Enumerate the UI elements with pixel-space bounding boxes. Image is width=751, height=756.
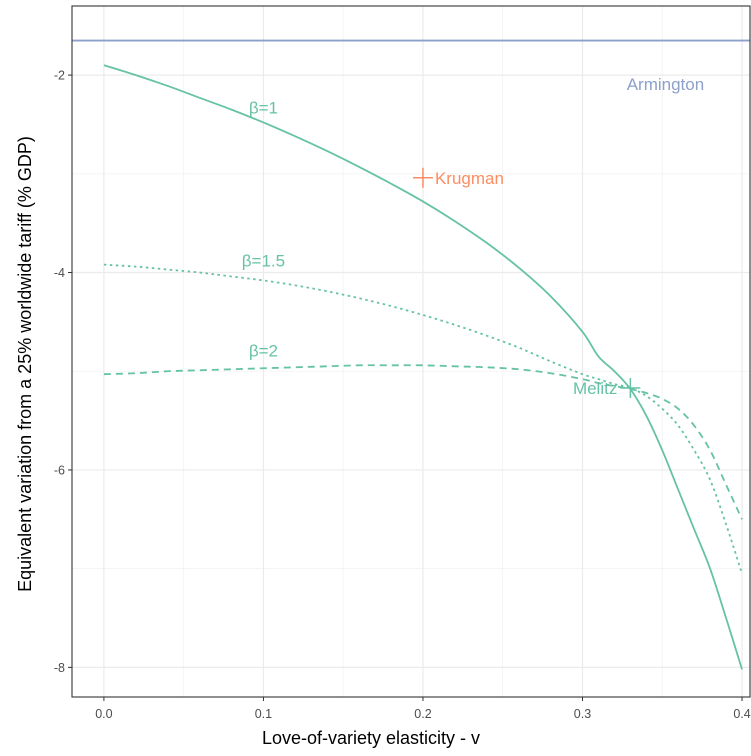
point-label: Krugman: [435, 169, 504, 188]
y-tick-label: -2: [54, 69, 65, 83]
series-line-solid: [103, 64, 743, 670]
x-tick-label: 0.2: [414, 707, 431, 721]
y-tick-label: -4: [54, 266, 65, 280]
curve-label: β=1.5: [242, 252, 285, 271]
curve-label: Armington: [627, 75, 704, 94]
plot-border: [71, 5, 751, 698]
x-axis-title: Love-of-variety elasticity - v: [262, 728, 480, 748]
x-tick-label: 0.1: [255, 707, 272, 721]
y-axis: -8 -6 -4 -2: [54, 69, 72, 675]
curve-label: β=1: [249, 99, 278, 118]
curve-label: β=2: [249, 342, 278, 361]
y-tick-label: -8: [54, 661, 65, 675]
y-axis-title: Equivalent variation from a 25% worldwid…: [15, 136, 35, 592]
x-tick-label: 0.4: [733, 707, 750, 721]
x-tick-label: 0.3: [574, 707, 591, 721]
x-tick-label: 0.0: [95, 707, 112, 721]
point-label: Melitz: [573, 379, 617, 398]
x-axis: 0.0 0.1 0.2 0.3 0.4: [95, 697, 751, 721]
plot-panel: [72, 6, 750, 697]
series-lines: [72, 39, 750, 670]
curve-labels: Krugman Melitz β=1 β=1.5 β=2 Armington: [242, 75, 704, 398]
point-markers: [412, 167, 641, 399]
minor-gridlines: [72, 6, 750, 697]
y-tick-label: -6: [54, 463, 65, 477]
major-gridlines: [72, 6, 750, 697]
series-line-dashed: [103, 364, 743, 520]
